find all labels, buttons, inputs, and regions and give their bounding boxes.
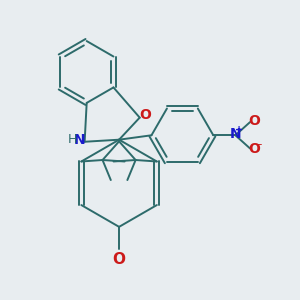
Text: +: + bbox=[236, 125, 244, 135]
Text: N: N bbox=[230, 127, 241, 141]
Text: O: O bbox=[139, 108, 151, 122]
Text: H: H bbox=[68, 133, 77, 146]
Text: O: O bbox=[112, 253, 126, 268]
Text: N: N bbox=[74, 133, 85, 147]
Text: ⁻: ⁻ bbox=[255, 141, 262, 154]
Text: O: O bbox=[248, 142, 260, 156]
Text: O: O bbox=[248, 114, 260, 128]
